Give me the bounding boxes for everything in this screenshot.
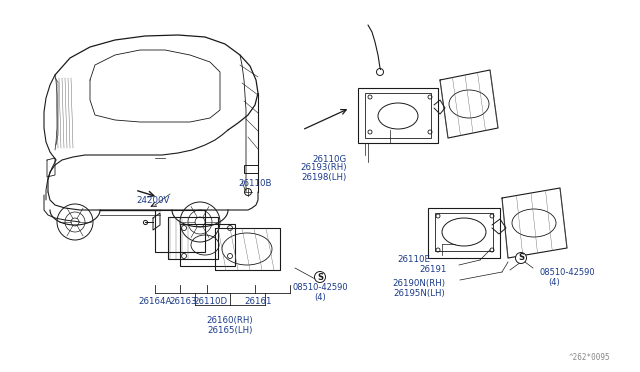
Text: 26110G: 26110G bbox=[313, 155, 347, 164]
Text: 24200V: 24200V bbox=[136, 196, 170, 205]
Text: 08510-42590: 08510-42590 bbox=[292, 283, 348, 292]
Bar bbox=[435, 213, 493, 251]
Bar bbox=[155, 210, 205, 252]
Bar bbox=[358, 88, 438, 143]
Text: 26195N(LH): 26195N(LH) bbox=[393, 289, 445, 298]
Text: 26165(LH): 26165(LH) bbox=[207, 326, 253, 335]
Text: S: S bbox=[317, 273, 323, 282]
Text: 26164A: 26164A bbox=[138, 297, 172, 306]
Text: 26110E: 26110E bbox=[397, 255, 430, 264]
Text: S: S bbox=[518, 253, 524, 263]
Text: (4): (4) bbox=[548, 278, 560, 287]
Bar bbox=[428, 208, 500, 258]
Text: 08510-42590: 08510-42590 bbox=[540, 268, 596, 277]
Bar bbox=[168, 217, 218, 259]
Bar bbox=[244, 165, 258, 173]
Text: 26198(LH): 26198(LH) bbox=[301, 173, 347, 182]
Bar bbox=[180, 224, 235, 266]
Text: 26163: 26163 bbox=[169, 297, 196, 306]
Text: 26160(RH): 26160(RH) bbox=[207, 316, 253, 325]
Text: 26110D: 26110D bbox=[193, 297, 227, 306]
Text: 26110B: 26110B bbox=[238, 179, 272, 188]
Bar bbox=[365, 93, 431, 138]
Text: ^262*0095: ^262*0095 bbox=[568, 353, 610, 362]
Text: 26161: 26161 bbox=[244, 297, 272, 306]
Text: 26190N(RH): 26190N(RH) bbox=[392, 279, 445, 288]
Text: 26193(RH): 26193(RH) bbox=[301, 163, 347, 172]
Text: 26191: 26191 bbox=[420, 265, 447, 274]
Text: (4): (4) bbox=[314, 293, 326, 302]
